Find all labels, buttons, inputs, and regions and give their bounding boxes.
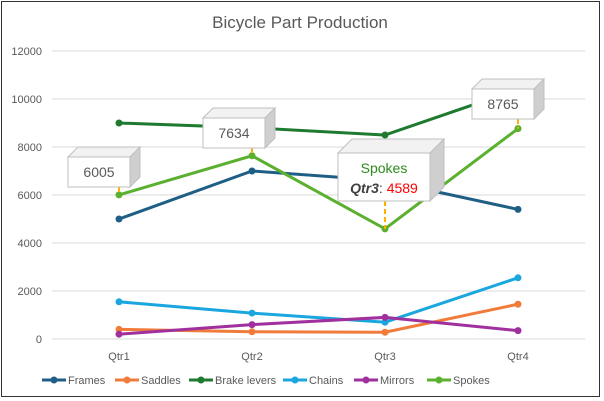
callout-face [337, 152, 431, 202]
legend-item[interactable]: Chains [283, 375, 344, 387]
legend-item[interactable]: Brake levers [189, 375, 277, 387]
data-point [115, 330, 123, 338]
series-line [118, 127, 519, 231]
data-label-callout: Spokes Qtr3: 4589 [336, 137, 446, 229]
callout-face [202, 117, 266, 149]
legend-label: Mirrors [380, 375, 415, 387]
y-tick-label: 0 [36, 334, 42, 346]
callout-top [66, 146, 142, 158]
series-line [118, 276, 519, 324]
legend-label: Spokes [453, 375, 490, 387]
data-point [381, 328, 389, 336]
y-tick-label: 12000 [11, 46, 42, 58]
data-point [248, 167, 256, 175]
series-mirrors [115, 313, 522, 338]
x-tick-label: Qtr1 [108, 351, 129, 363]
data-point [381, 313, 389, 321]
legend-marker-icon [123, 376, 131, 384]
data-label-text: 6005 [83, 164, 114, 180]
y-tick-label: 2000 [18, 286, 42, 298]
data-label-text: 7634 [218, 125, 249, 141]
legend-marker-icon [435, 376, 443, 384]
legend-label: Frames [68, 375, 106, 387]
data-label-text: 8765 [487, 96, 518, 112]
data-point [115, 298, 123, 306]
data-label-callout: 7634 [201, 106, 277, 156]
y-tick-label: 10000 [11, 94, 42, 106]
data-point [115, 191, 123, 199]
data-point [381, 131, 389, 139]
data-point [115, 215, 123, 223]
callout-top [336, 138, 446, 154]
legend-label: Brake levers [215, 375, 277, 387]
legend-item[interactable]: Saddles [115, 375, 181, 387]
legend-marker-icon [362, 376, 370, 384]
data-point [248, 328, 256, 336]
data-point [381, 318, 389, 326]
data-point [514, 274, 522, 282]
y-tick-label: 4000 [18, 238, 42, 250]
data-label-number: 4589 [387, 180, 418, 196]
series-line [118, 169, 519, 221]
series-line [118, 315, 519, 336]
data-label-value: Qtr3: 4589 [350, 180, 418, 196]
callout-top [201, 107, 277, 119]
legend-marker-icon [50, 376, 58, 384]
legend-item[interactable]: Frames [42, 375, 106, 387]
data-point [115, 119, 123, 127]
legend-marker-icon [291, 376, 299, 384]
data-point [514, 205, 522, 213]
series-brake-levers [115, 85, 522, 139]
x-tick-label: Qtr4 [507, 351, 528, 363]
data-point [248, 309, 256, 317]
data-point [514, 327, 522, 335]
data-point [514, 300, 522, 308]
data-label-series: Spokes [361, 160, 408, 176]
legend-item[interactable]: Mirrors [354, 375, 415, 387]
legend-label: Chains [309, 375, 344, 387]
data-label-separator: : [379, 180, 387, 196]
y-tick-label: 6000 [18, 190, 42, 202]
data-label-callout: 6005 [66, 145, 142, 195]
legend-label: Saddles [141, 375, 181, 387]
series-spokes [115, 125, 522, 233]
x-tick-label: Qtr3 [374, 351, 395, 363]
data-label-callout: 8765 [470, 77, 546, 129]
callout-top [470, 78, 546, 90]
chart-title: Bicycle Part Production [212, 13, 388, 32]
data-point [248, 321, 256, 329]
series-line [118, 87, 519, 137]
legend-item[interactable]: Spokes [427, 375, 490, 387]
callout-face [67, 156, 131, 188]
callout-face [471, 88, 535, 120]
data-point [248, 152, 256, 160]
legend-marker-icon [197, 376, 205, 384]
data-point [115, 325, 123, 333]
data-label-category: Qtr3 [350, 180, 379, 196]
series-chains [115, 274, 522, 326]
y-tick-label: 8000 [18, 142, 42, 154]
x-tick-label: Qtr2 [241, 351, 262, 363]
